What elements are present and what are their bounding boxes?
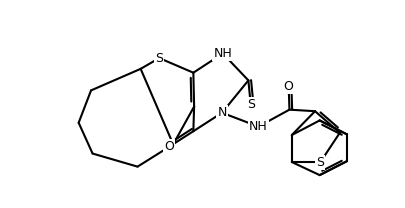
Text: O: O — [164, 140, 174, 153]
Text: NH: NH — [248, 120, 267, 133]
Text: NH: NH — [213, 47, 232, 60]
Text: S: S — [315, 156, 324, 168]
Text: N: N — [217, 106, 226, 119]
Text: S: S — [246, 98, 254, 111]
Text: O: O — [283, 80, 293, 93]
Text: S: S — [155, 52, 163, 64]
